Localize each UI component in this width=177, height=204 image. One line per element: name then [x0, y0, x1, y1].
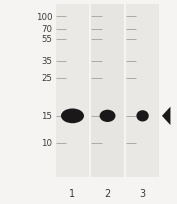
Bar [91, 5, 124, 177]
Text: 100: 100 [36, 13, 52, 22]
Text: 15: 15 [41, 112, 52, 121]
Text: 55: 55 [41, 35, 52, 44]
Ellipse shape [136, 111, 149, 122]
Text: 25: 25 [41, 74, 52, 83]
Text: 70: 70 [41, 25, 52, 34]
Text: 3: 3 [139, 188, 146, 198]
Text: 10: 10 [41, 138, 52, 147]
Text: 2: 2 [104, 188, 111, 198]
Bar [126, 5, 159, 177]
Ellipse shape [61, 109, 84, 124]
Text: 35: 35 [41, 57, 52, 66]
Bar [56, 5, 89, 177]
Polygon shape [162, 107, 170, 125]
Ellipse shape [99, 110, 116, 122]
Text: 1: 1 [69, 188, 76, 198]
